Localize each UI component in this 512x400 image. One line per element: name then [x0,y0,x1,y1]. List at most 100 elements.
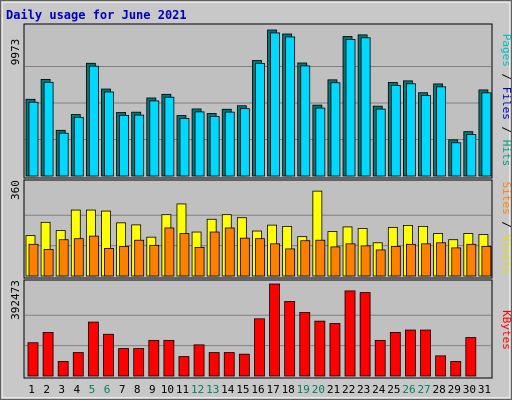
bottom-ymax-label: 392473 [9,280,22,320]
middle-sites-bar [390,245,401,277]
top-files-bar [28,101,39,177]
bottom-kbytes-bar [72,352,84,377]
middle-sites-bar [134,239,145,277]
middle-sites-bar [330,246,341,277]
middle-sites-bar [270,243,280,277]
bottom-kbytes-bar [344,290,356,377]
middle-sites-bar [104,247,114,277]
middle-sites-bar [315,239,326,277]
top-files-bar [345,39,356,177]
x-tick-label: 30 [463,383,476,396]
bottom-legend: KBytes [500,310,512,350]
top-files-bar [134,114,145,177]
bottom-kbytes-bar [269,283,280,377]
middle-sites-bar [224,227,235,277]
middle-sites-bar [360,245,371,277]
top-files-bar [209,116,220,177]
bottom-kbytes-bar [223,352,235,377]
top-legend-item: / [500,67,512,87]
x-tick-label: 6 [104,383,111,396]
top-files-bar [466,134,477,177]
top-files-bar [315,107,326,177]
middle-sites-bar [300,240,311,277]
top-files-bar [194,111,205,177]
x-axis-ticks: 1 2 3 4 5 6 7 8 9 10 11 12 13 14 15 16 17 18 19 20 21 22 23 24 2… [28,383,491,396]
bottom-kbytes-bar [238,353,250,377]
middle-sites-bar [421,243,431,277]
middle-ymax-label: 360 [9,180,22,200]
top-files-bar [421,95,431,177]
middle-sites-bar [436,242,447,277]
x-tick-label: 16 [251,383,264,396]
top-legend-item: Hits [500,140,512,167]
top-files-bar [255,63,265,177]
bottom-kbytes-bar [254,318,265,377]
bar-marks [25,29,492,377]
middle-sites-bar [194,246,205,277]
chart-title: Daily usage for June 2021 [6,8,187,22]
top-files-bar [285,36,296,177]
bottom-legend-item: KBytes [500,310,512,350]
top-files-bar [360,37,371,177]
bottom-kbytes-bar [284,301,296,377]
top-legend-item: / [500,120,512,140]
x-tick-label: 20 [312,383,325,396]
x-tick-label: 10 [161,383,174,396]
top-legend-item: Pages [500,34,512,67]
top-legend-item: Files [500,87,512,120]
bottom-kbytes-bar [103,333,114,377]
top-files-bar [390,84,401,177]
x-tick-label: 21 [327,383,340,396]
x-tick-label: 9 [149,383,156,396]
bottom-kbytes-bar [148,339,160,377]
x-tick-label: 15 [236,383,249,396]
middle-sites-bar [28,243,39,277]
middle-sites-bar [119,245,129,277]
top-files-bar [43,81,54,177]
middle-sites-bar [149,244,160,277]
middle-sites-bar [375,249,386,277]
x-tick-label: 8 [134,383,141,396]
bottom-kbytes-bar [118,348,129,377]
bottom-kbytes-bar [405,329,416,377]
middle-sites-bar [179,233,190,277]
bottom-kbytes-bar [163,339,175,377]
x-tick-label: 1 [28,383,35,396]
bottom-kbytes-bar [27,342,39,377]
top-files-bar [149,100,160,177]
middle-sites-bar [255,238,265,277]
bottom-kbytes-bar [208,352,220,377]
x-tick-label: 4 [74,383,81,396]
top-files-bar [88,65,99,177]
middle-sites-bar [58,239,69,277]
bottom-kbytes-bar [329,323,341,377]
bottom-kbytes-bar [57,361,69,377]
legends: Pages / Files / Hits Sites / Visits KBytes [500,34,512,350]
bottom-kbytes-bar [359,292,371,377]
x-tick-label: 31 [478,383,491,396]
middle-sites-bar [164,227,175,277]
middle-sites-bar [481,245,492,277]
x-tick-label: 24 [372,383,386,396]
x-tick-label: 3 [58,383,65,396]
top-files-bar [73,117,84,177]
x-tick-label: 22 [342,383,355,396]
bottom-kbytes-bar [178,356,190,377]
x-tick-label: 23 [357,383,370,396]
bottom-kbytes-bar [42,331,54,377]
bottom-kbytes-bar [314,320,326,377]
x-tick-label: 5 [89,383,96,396]
middle-legend-item: Visits [500,235,512,275]
bottom-kbytes-bar [420,329,431,377]
x-tick-label: 28 [433,383,446,396]
middle-sites-bar [239,237,250,277]
x-tick-label: 12 [191,383,204,396]
bottom-kbytes-bar [450,361,462,377]
top-files-bar [270,32,280,177]
middle-sites-bar [466,243,477,277]
middle-legend: Sites / Visits [500,182,512,275]
middle-sites-bar [73,238,84,277]
middle-sites-bar [406,243,416,277]
